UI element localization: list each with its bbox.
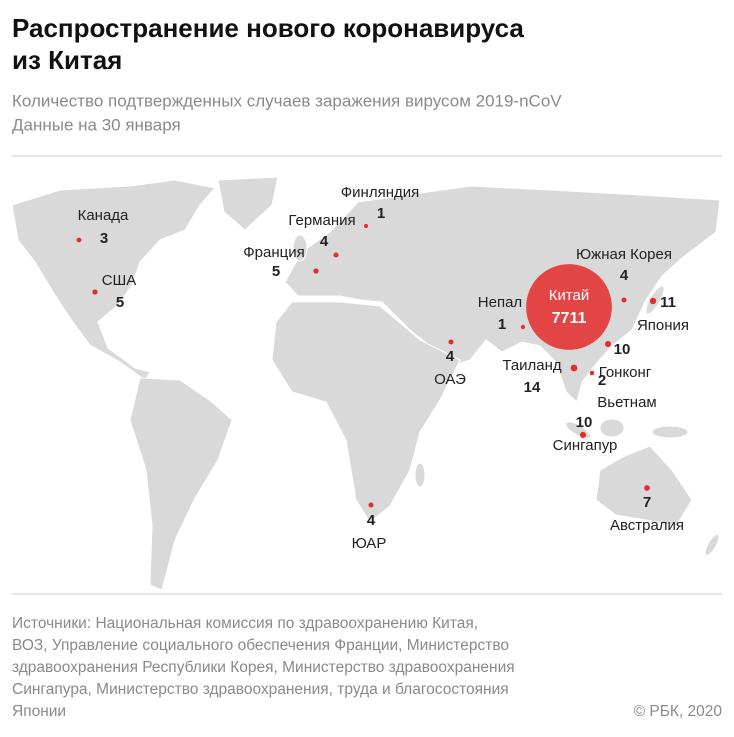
greenland (217, 176, 279, 231)
case-count: 3 (100, 230, 108, 247)
country-name: Сингапур (553, 437, 618, 454)
case-count: 14 (524, 379, 541, 396)
case-count: 5 (272, 263, 280, 280)
copyright: © РБК, 2020 (634, 703, 723, 720)
country-name: Вьетнам (597, 394, 656, 411)
australia (595, 445, 693, 527)
case-count: 1 (498, 316, 506, 333)
world-map (11, 176, 721, 591)
country-name: Япония (637, 317, 689, 334)
case-dot (520, 324, 526, 330)
case-count: 4 (320, 233, 329, 250)
case-count: 5 (116, 294, 124, 311)
britain (292, 234, 308, 262)
eurasia (284, 185, 721, 403)
country-name: ЮАР (352, 535, 387, 552)
country-name: Китай (549, 287, 590, 304)
case-dot (570, 364, 578, 372)
case-count: 1 (377, 205, 385, 222)
case-count: 10 (614, 341, 631, 358)
country-name: Канада (78, 207, 129, 224)
country-name: Финляндия (341, 184, 419, 201)
source-line: здравоохранения Республики Корея, Минист… (12, 659, 515, 676)
case-dot (363, 223, 369, 229)
source-line: Сингапура, Министерство здравоохранения,… (12, 681, 509, 698)
case-count: 7711 (552, 310, 587, 327)
case-dot (368, 502, 374, 508)
case-count: 4 (620, 267, 629, 284)
country-name: Таиланд (502, 357, 562, 374)
subtitle-line: Количество подтвержденных случаев зараже… (12, 91, 562, 110)
source-line: ВОЗ, Управление социального обеспечения … (12, 637, 509, 654)
case-count: 11 (660, 294, 676, 311)
case-dot (644, 485, 650, 491)
country-name: Франция (243, 244, 304, 261)
case-count: 2 (598, 372, 606, 389)
new-zealand (704, 533, 720, 557)
case-dot (448, 339, 454, 345)
south-america (129, 377, 233, 591)
title-line: из Китая (12, 45, 122, 75)
source-line: Японии (12, 703, 66, 720)
africa (271, 301, 461, 523)
case-count: 10 (576, 414, 593, 431)
country-name: Южная Корея (576, 246, 672, 263)
country-name: Австралия (610, 517, 684, 534)
case-bubble (526, 264, 612, 350)
case-dot (76, 237, 82, 243)
case-count: 4 (367, 512, 376, 529)
madagascar (414, 462, 426, 488)
case-count: 4 (446, 348, 455, 365)
new-guinea (651, 425, 689, 439)
case-dot (621, 297, 627, 303)
case-dot (579, 431, 587, 439)
north-america (11, 179, 216, 381)
subtitle-line: Данные на 30 января (12, 115, 181, 134)
country-name: США (102, 272, 137, 289)
country-name: Гонконг (599, 364, 652, 381)
title-line: Распространение нового коронавируса (12, 13, 524, 43)
country-name: ОАЭ (434, 371, 466, 388)
case-dot (649, 297, 657, 305)
case-dot (92, 289, 98, 295)
case-dot (589, 370, 595, 376)
source-line: Источники: Национальная комиссия по здра… (12, 615, 478, 632)
case-dot (604, 340, 612, 348)
case-count: 7 (643, 494, 651, 511)
country-name: Непал (478, 294, 522, 311)
case-dot (313, 268, 319, 274)
borneo (599, 418, 625, 438)
case-dot (333, 252, 339, 258)
country-name: Германия (288, 212, 355, 229)
